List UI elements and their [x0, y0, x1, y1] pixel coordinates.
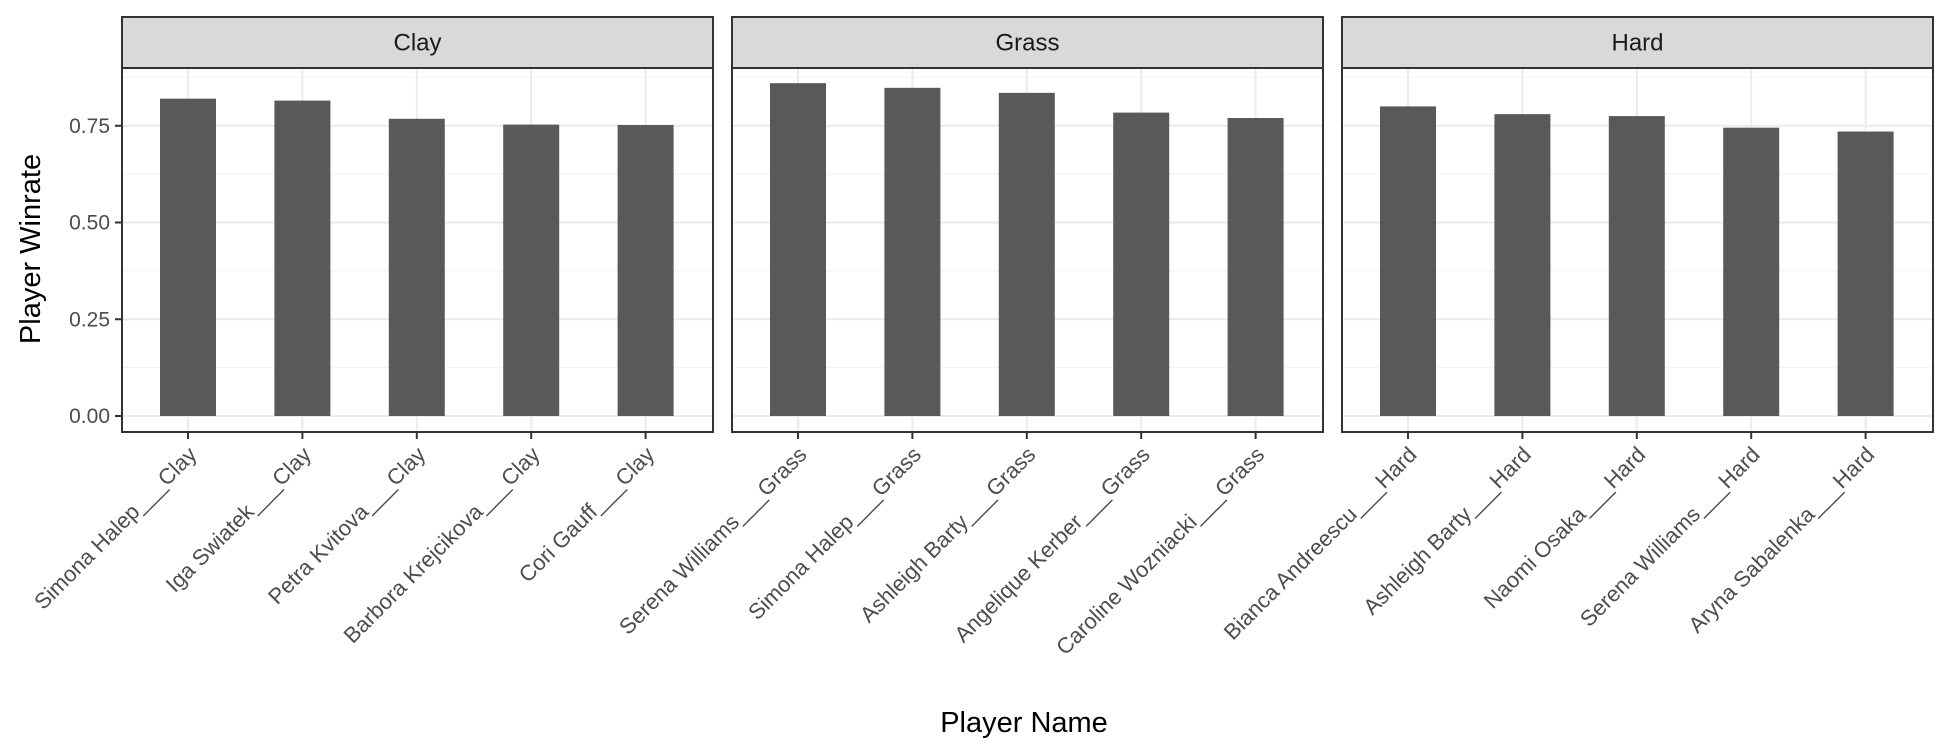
facet-strip-label: Grass — [995, 30, 1059, 57]
facet-strip — [731, 16, 1324, 69]
bar — [617, 124, 674, 416]
bar — [884, 87, 941, 416]
facet-strip-label: Clay — [393, 30, 441, 57]
facet-strip — [121, 16, 714, 69]
y-tick-label: 0.50 — [69, 212, 110, 235]
bar — [1837, 131, 1894, 416]
bar — [1113, 112, 1170, 416]
bar — [770, 83, 826, 417]
bar — [274, 100, 331, 416]
y-tick-label: 0.25 — [69, 308, 110, 331]
bar — [1227, 118, 1284, 416]
bar — [1608, 116, 1665, 416]
bar — [503, 124, 560, 417]
facet-strip-label: Hard — [1611, 30, 1663, 57]
y-tick-label: 0.00 — [69, 405, 110, 428]
x-axis-title: Player Name — [940, 707, 1108, 739]
y-tick-label: 0.75 — [69, 115, 110, 138]
facet-strip — [1341, 16, 1934, 69]
y-axis-title: Player Winrate — [15, 154, 47, 344]
bar — [388, 118, 445, 416]
bar — [1723, 127, 1780, 416]
bar — [1494, 114, 1551, 416]
x-tick-label: Barbora Krejcikova___Clay — [339, 442, 545, 648]
x-tick-label: Aryna Sabalenka___Hard — [1683, 442, 1879, 638]
bar — [1380, 106, 1436, 417]
bar — [998, 92, 1055, 416]
y-axis-ticks: 0.00 0.25 0.50 0.75 — [69, 115, 122, 428]
bar — [160, 98, 216, 416]
x-tick-label: Angelique Kerber___Grass — [949, 442, 1154, 647]
